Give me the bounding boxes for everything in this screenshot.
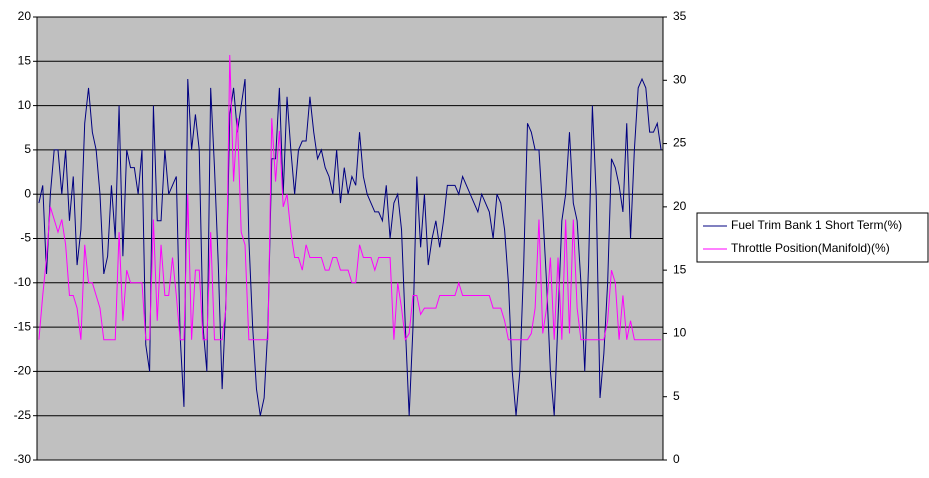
y-tick-label: 15 bbox=[18, 53, 32, 67]
y-tick-label: -20 bbox=[14, 364, 32, 378]
y-tick-label: 0 bbox=[24, 186, 31, 200]
series-line bbox=[38, 54, 662, 342]
y2-tick-label: 10 bbox=[673, 326, 687, 340]
y2-tick-label: 15 bbox=[673, 262, 687, 276]
y-tick-label: -5 bbox=[20, 231, 31, 245]
legend-box bbox=[696, 212, 929, 263]
legend-label: Fuel Trim Bank 1 Short Term(%) bbox=[731, 218, 902, 232]
y-tick-label: -10 bbox=[14, 275, 32, 289]
y-tick-label: 10 bbox=[18, 98, 32, 112]
legend-label: Throttle Position(Manifold)(%) bbox=[731, 241, 890, 255]
y2-tick-label: 35 bbox=[673, 9, 687, 23]
y-tick-label: 20 bbox=[18, 9, 32, 23]
y2-tick-label: 5 bbox=[673, 389, 680, 403]
y-tick-label: -30 bbox=[14, 452, 32, 466]
y2-tick-label: 20 bbox=[673, 199, 687, 213]
y-tick-label: 5 bbox=[24, 142, 31, 156]
y2-tick-label: 25 bbox=[673, 136, 687, 150]
y2-tick-label: 30 bbox=[673, 72, 687, 86]
y-tick-label: -15 bbox=[14, 319, 32, 333]
y2-tick-label: 0 bbox=[673, 452, 680, 466]
series-line bbox=[38, 77, 662, 416]
y-tick-label: -25 bbox=[14, 408, 32, 422]
